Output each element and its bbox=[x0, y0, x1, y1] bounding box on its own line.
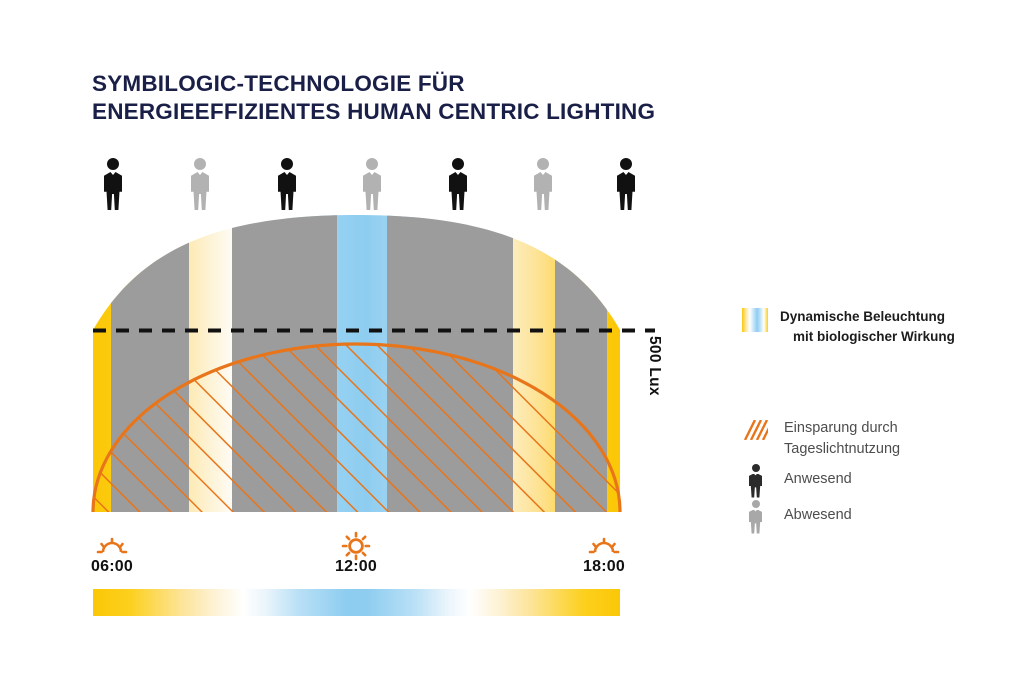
sun-icon bbox=[341, 531, 371, 561]
time-tick-1800: 18:00 bbox=[549, 558, 659, 576]
legend: Dynamische Beleuchtung mit biologischer … bbox=[742, 308, 1002, 534]
person-head bbox=[751, 500, 760, 508]
person-icon-present bbox=[447, 158, 469, 210]
page-title: SYMBILOGIC-TECHNOLOGIE FÜR ENERGIEEFFIZI… bbox=[92, 70, 712, 126]
daylight-dome-outline bbox=[91, 342, 622, 513]
title-line-1: SYMBILOGIC-TECHNOLOGIE FÜR bbox=[92, 71, 465, 96]
legend-present-label: Anwesend bbox=[784, 471, 852, 487]
time-label: 12:00 bbox=[335, 558, 377, 575]
person-absent-icon bbox=[748, 500, 763, 534]
time-label: 06:00 bbox=[91, 558, 133, 575]
person-present-icon bbox=[748, 464, 763, 498]
time-tick-1200: 12:00 bbox=[301, 558, 411, 576]
legend-saving-line-1: Einsparung durch bbox=[784, 420, 898, 436]
time-tick-0600: 06:00 bbox=[57, 558, 167, 576]
person-head bbox=[281, 158, 293, 170]
person-body bbox=[104, 172, 122, 210]
legend-dynamic-line-1: Dynamische Beleuchtung bbox=[780, 309, 946, 324]
hatch-icon bbox=[744, 420, 768, 440]
threshold-label: 500 Lux bbox=[646, 336, 663, 396]
person-icon-absent bbox=[361, 158, 383, 210]
legend-dynamic-text: Dynamische Beleuchtung mit biologischer … bbox=[780, 307, 980, 347]
person-head bbox=[620, 158, 632, 170]
person-body bbox=[749, 509, 762, 534]
sunrise-icon bbox=[96, 537, 128, 554]
person-head bbox=[194, 158, 206, 170]
daylight-colour-temperature-bar bbox=[93, 589, 620, 616]
title-line-2: ENERGIEEFFIZIENTES HUMAN CENTRIC LIGHTIN… bbox=[92, 99, 656, 124]
person-body bbox=[534, 172, 552, 210]
person-icon-absent bbox=[189, 158, 211, 210]
person-body bbox=[449, 172, 467, 210]
gradient-swatch-icon bbox=[742, 308, 768, 332]
legend-absent-label: Abwesend bbox=[784, 507, 852, 523]
person-icon-present bbox=[615, 158, 637, 210]
legend-saving-text: Einsparung durch Tageslichtnutzung bbox=[784, 418, 994, 460]
legend-saving-line-2: Tageslichtnutzung bbox=[784, 441, 901, 457]
person-icon-present bbox=[276, 158, 298, 210]
time-label: 18:00 bbox=[583, 558, 625, 575]
sunset-icon bbox=[588, 537, 620, 554]
person-head bbox=[751, 464, 760, 472]
person-icon-present bbox=[102, 158, 124, 210]
person-head bbox=[366, 158, 378, 170]
person-body bbox=[191, 172, 209, 210]
person-head bbox=[537, 158, 549, 170]
person-head bbox=[452, 158, 464, 170]
person-body bbox=[617, 172, 635, 210]
person-icon-absent bbox=[532, 158, 554, 210]
person-body bbox=[278, 172, 296, 210]
person-head bbox=[107, 158, 119, 170]
person-body bbox=[749, 473, 762, 498]
legend-dynamic-line-2: mit biologischer Wirkung bbox=[793, 329, 955, 344]
person-body bbox=[363, 172, 381, 210]
